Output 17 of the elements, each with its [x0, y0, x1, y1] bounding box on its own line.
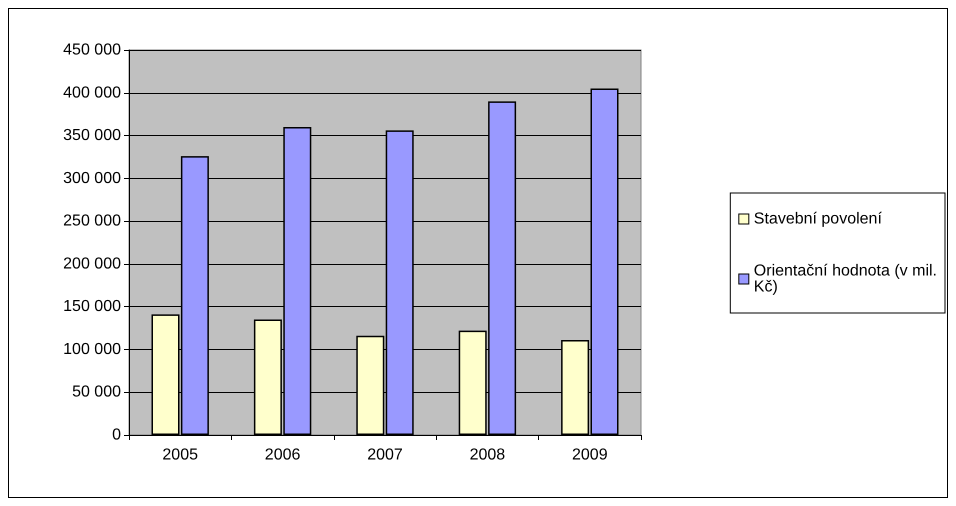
y-tick-label: 300 000	[63, 170, 122, 187]
y-tick-label: 200 000	[63, 255, 122, 272]
y-tick-label: 450 000	[63, 42, 122, 58]
y-tick-label: 350 000	[63, 127, 122, 144]
legend-label: Orientační hodnota (v mil. Kč)	[754, 262, 938, 296]
legend-label: Stavební povolení	[754, 210, 882, 228]
x-tick-label: 2008	[470, 446, 506, 464]
x-tick-label: 2005	[162, 446, 198, 464]
x-tick-label: 2007	[367, 446, 403, 464]
x-tick-label: 2009	[572, 446, 608, 464]
x-tick-label: 2006	[264, 446, 300, 464]
y-tick-label: 100 000	[63, 340, 122, 358]
y-tick-label: 150 000	[63, 298, 122, 316]
y-tick-label: 0	[112, 426, 122, 444]
y-tick-label: 50 000	[72, 384, 122, 401]
y-tick-label: 250 000	[63, 212, 122, 230]
y-tick-label: 400 000	[63, 84, 122, 102]
